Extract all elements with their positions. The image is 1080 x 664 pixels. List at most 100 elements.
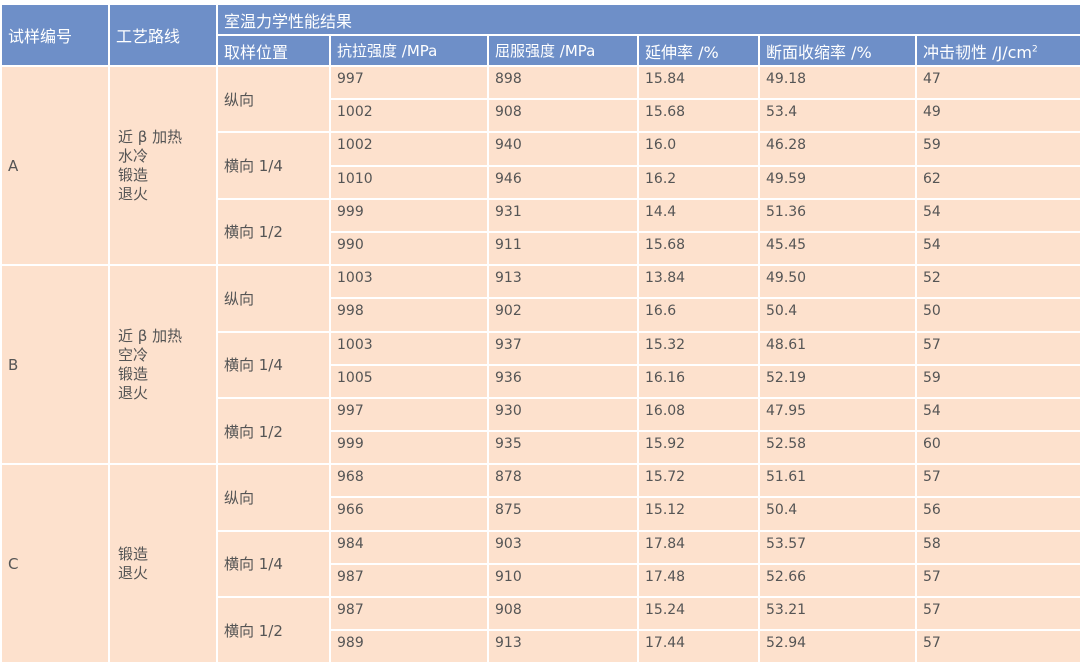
table-row: 998 902 16.6 50.4 50 [1,297,1080,333]
tensile-strength: 987 [329,595,489,632]
table-row: 横向 1/4 1003 937 15.32 48.61 57 [1,330,1080,399]
table-row: 横向 1/2 987 908 15.24 53.21 57 [1,595,1080,664]
area-reduction: 52.58 [758,430,917,466]
header-impact-label: 冲击韧性 /J/cm [923,42,1032,62]
area-reduction: 51.61 [758,463,917,499]
elongation: 16.6 [637,297,760,333]
tensile-strength: 966 [329,496,489,532]
header-elongation: 延伸率 /% [637,34,760,67]
sampling-position: 横向 1/2 [216,197,331,267]
process-route: 近 β 加热 水冷 锻造 退火 [108,64,218,267]
impact-toughness: 52 [914,264,1080,300]
yield-strength: 936 [487,363,639,399]
yield-strength: 940 [487,131,639,167]
impact-toughness: 50 [914,297,1080,333]
elongation: 16.0 [637,131,760,167]
header-position: 取样位置 [216,34,331,67]
header-tensile: 抗拉强度 /MPa [329,34,489,67]
area-reduction: 52.19 [758,363,917,399]
elongation: 17.48 [637,562,760,599]
header-group-title: 室温力学性能结果 [215,3,1080,36]
sampling-position: 横向 1/4 [216,330,331,399]
yield-strength: 898 [487,64,639,101]
table-row: C 锻造 退火 纵向 968 878 15.72 51.61 57 [0,463,1080,664]
yield-strength: 930 [487,396,639,433]
mechanical-properties-table: 试样编号 工艺路线 室温力学性能结果 取样位置 抗拉强度 /MPa 屈服强度 /… [0,3,1080,664]
tensile-strength: 990 [329,230,489,267]
tensile-strength: 997 [329,396,489,433]
sampling-position: 横向 1/2 [216,595,331,664]
tensile-strength: 1005 [329,363,489,399]
tensile-strength: 999 [329,197,489,233]
tensile-strength: 998 [329,297,489,333]
sample-id: B [0,264,110,466]
table-row: 987 910 17.48 52.66 57 [1,562,1080,599]
elongation: 15.92 [637,430,760,466]
elongation: 15.84 [637,64,760,101]
area-reduction: 53.57 [758,529,917,565]
yield-strength: 931 [487,197,639,233]
area-reduction: 47.95 [758,396,917,433]
tensile-strength: 987 [329,562,489,599]
elongation: 13.84 [637,264,760,300]
yield-strength: 910 [487,562,639,599]
impact-toughness: 49 [914,98,1080,134]
header-impact-sup: 2 [1031,44,1038,55]
yield-strength: 878 [487,463,639,499]
elongation: 14.4 [637,197,760,233]
yield-strength: 913 [487,629,639,664]
header-sample-id: 试样编号 [0,3,110,67]
elongation: 15.32 [637,330,760,366]
table-row: 横向 1/2 999 931 14.4 51.36 54 [1,197,1080,267]
impact-toughness: 62 [914,164,1080,200]
tensile-strength: 989 [329,629,489,664]
impact-toughness: 58 [914,529,1080,565]
elongation: 16.16 [637,363,760,399]
sampling-position: 纵向 [216,64,331,134]
tensile-strength: 1003 [329,330,489,366]
tensile-strength: 997 [329,64,489,101]
process-route: 锻造 退火 [108,463,218,664]
sampling-position: 纵向 [216,463,331,532]
table-row: 990 911 15.68 45.45 54 [1,230,1080,267]
yield-strength: 902 [487,297,639,333]
elongation: 15.24 [637,595,760,632]
impact-toughness: 47 [914,64,1080,101]
tensile-strength: 1002 [329,98,489,134]
sample-id: A [0,64,110,267]
area-reduction: 49.18 [758,64,917,101]
impact-toughness: 57 [914,330,1080,366]
yield-strength: 935 [487,430,639,466]
area-reduction: 50.4 [758,297,917,333]
area-reduction: 48.61 [758,330,917,366]
elongation: 17.44 [637,629,760,664]
elongation: 16.2 [637,164,760,200]
elongation: 17.84 [637,529,760,565]
impact-toughness: 54 [914,396,1080,433]
table-row: 966 875 15.12 50.4 56 [1,496,1080,532]
impact-toughness: 56 [914,496,1080,532]
header-reduction: 断面收缩率 /% [758,34,917,67]
table-row: 横向 1/4 984 903 17.84 53.57 58 [1,529,1080,599]
yield-strength: 908 [487,595,639,632]
impact-toughness: 57 [914,463,1080,499]
tensile-strength: 1003 [329,264,489,300]
sampling-position: 横向 1/4 [216,529,331,599]
area-reduction: 50.4 [758,496,917,532]
elongation: 16.08 [637,396,760,433]
area-reduction: 46.28 [758,131,917,167]
impact-toughness: 54 [914,197,1080,233]
yield-strength: 937 [487,330,639,366]
tensile-strength: 984 [329,529,489,565]
table-row: 横向 1/4 1002 940 16.0 46.28 59 [1,131,1080,200]
yield-strength: 911 [487,230,639,267]
area-reduction: 49.59 [758,164,917,200]
yield-strength: 875 [487,496,639,532]
table-row: 999 935 15.92 52.58 60 [1,430,1080,466]
table-row: 横向 1/2 997 930 16.08 47.95 54 [1,396,1080,466]
elongation: 15.68 [637,230,760,267]
yield-strength: 908 [487,98,639,134]
impact-toughness: 60 [914,430,1080,466]
